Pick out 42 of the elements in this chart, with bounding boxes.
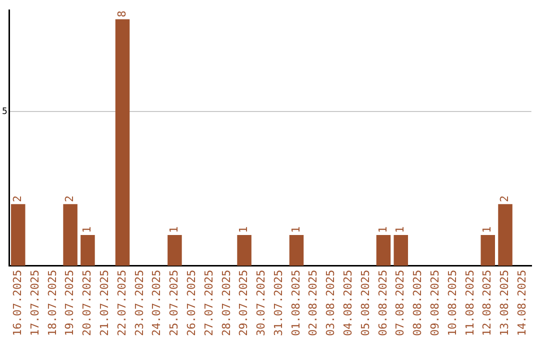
- x-tick-label: 07.08.2025: [394, 270, 407, 336]
- data-label: 1: [480, 226, 494, 233]
- data-label: 2: [10, 196, 24, 202]
- x-tick-label: 01.08.2025: [289, 270, 302, 336]
- x-tick-label: 02.08.2025: [306, 270, 320, 336]
- x-tick-label: 14.08.2025: [516, 270, 529, 336]
- data-label: 1: [168, 226, 181, 233]
- data-label: 8: [115, 10, 128, 18]
- data-label: 1: [394, 226, 407, 233]
- x-tick-label: 08.08.2025: [411, 270, 424, 336]
- x-tick-label: 29.07.2025: [237, 270, 250, 336]
- x-tick-label: 18.07.2025: [46, 270, 59, 336]
- data-label: 2: [63, 196, 76, 202]
- data-label: 1: [289, 226, 302, 233]
- x-tick-label: 31.07.2025: [272, 270, 285, 336]
- x-tick-label: 17.07.2025: [28, 270, 42, 336]
- x-tick-label: 24.07.2025: [150, 270, 164, 336]
- x-tick-label: 22.07.2025: [115, 270, 128, 336]
- data-label: 2: [498, 196, 512, 202]
- x-tick-label: 21.07.2025: [98, 270, 111, 336]
- data-label: 1: [237, 226, 250, 233]
- x-tick-label: 16.07.2025: [10, 270, 24, 336]
- x-tick-label: 30.07.2025: [254, 270, 268, 336]
- x-tick-label: 10.08.2025: [446, 270, 459, 336]
- x-tick-label: 04.08.2025: [342, 270, 355, 336]
- x-tick-label: 27.07.2025: [202, 270, 216, 336]
- x-tick-label: 09.08.2025: [428, 270, 442, 336]
- y-tick-label: 5: [2, 107, 8, 118]
- x-tick-label: 28.07.2025: [220, 270, 233, 336]
- x-tick-label: 25.07.2025: [168, 270, 181, 336]
- x-tick-label: 19.07.2025: [63, 270, 76, 336]
- data-label: 1: [80, 226, 94, 233]
- x-tick-label: 12.08.2025: [480, 270, 494, 336]
- x-tick-label: 13.08.2025: [498, 270, 512, 336]
- x-tick-label: 26.07.2025: [184, 270, 198, 336]
- data-label: 1: [376, 226, 390, 233]
- x-tick-label: 20.07.2025: [80, 270, 94, 336]
- x-tick-label: 03.08.2025: [324, 270, 338, 336]
- x-tick-label: 23.07.2025: [132, 270, 146, 336]
- x-tick-label: 05.08.2025: [358, 270, 372, 336]
- x-tick-label: 06.08.2025: [376, 270, 390, 336]
- x-tick-label: 11.08.2025: [463, 270, 476, 336]
